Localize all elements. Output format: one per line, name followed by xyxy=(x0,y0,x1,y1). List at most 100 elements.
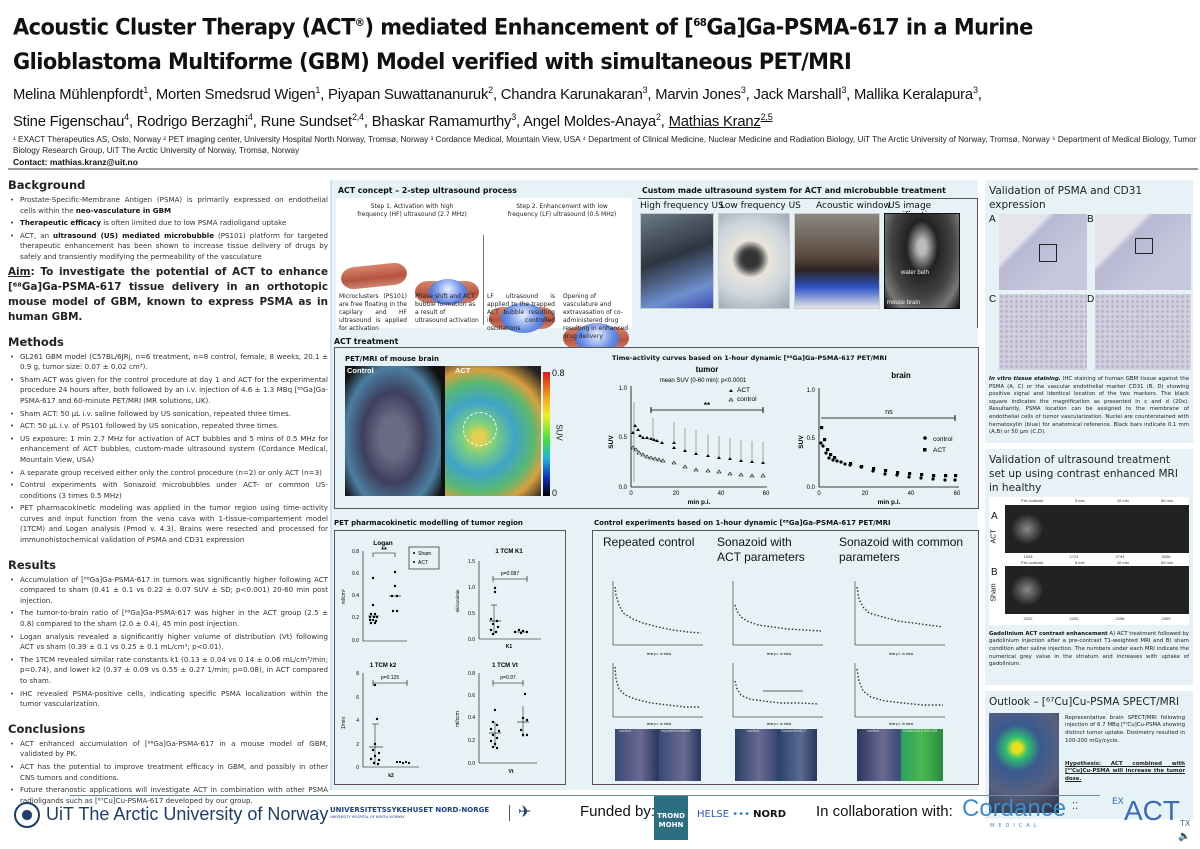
right-column: Validation of PSMA and CD31 expression A… xyxy=(985,180,1193,825)
legend-control: control xyxy=(737,396,757,403)
act-concept-title: ACT concept – 2-step ultrasound process xyxy=(338,186,517,195)
col-repeated-control: Repeated control xyxy=(603,535,695,549)
svg-text:0.0: 0.0 xyxy=(352,638,359,644)
pet-image-repeated-control: control repeated control xyxy=(615,728,701,781)
logo-separator xyxy=(509,805,510,821)
mri-timepoints-a: Pre-contrast 5 min 10 min 60 min xyxy=(1005,498,1189,503)
timepoint: Pre-contrast xyxy=(1021,559,1043,565)
mri-row-sham xyxy=(1005,565,1189,614)
k2-chart: 1 TCM k2 8 6 4 2 0 1/min k2 p=0.125 xyxy=(341,663,419,779)
conclusions-item: ACT enhanced accumulation of [⁶⁸Ga]Ga-PS… xyxy=(8,739,328,760)
y-label: ml/ccm xyxy=(455,711,461,727)
label-act: ACT xyxy=(455,366,471,375)
mri-grid: Pre-contrast 5 min 10 min 60 min A ACT 1928… xyxy=(989,496,1189,625)
unn-sub: UNIVERSITY HOSPITAL OF NORTH NORWAY xyxy=(330,815,405,819)
results-item: Logan analysis revealed a significantly … xyxy=(8,632,328,653)
svg-text:0.2: 0.2 xyxy=(468,738,475,744)
svg-text:20: 20 xyxy=(862,491,869,497)
background-item: Prostate-Specific-Membrane Antigen (PSMA… xyxy=(8,195,328,216)
logo-text: HELSE xyxy=(697,809,730,820)
pet-control-image xyxy=(345,366,441,496)
svg-text:1.5: 1.5 xyxy=(468,559,475,565)
us-label-brain: mouse brain xyxy=(887,300,921,306)
pk-box: Logan 0.8 0.6 0.4 0.2 0.0 ml/cm³ ** Sham ACT… xyxy=(334,530,566,785)
contact-email[interactable]: Contact: mathias.kranz@uit.no xyxy=(13,157,138,168)
grey-value: 2230 xyxy=(1069,615,1079,621)
significance: ** xyxy=(381,547,387,554)
author-sup: 1 xyxy=(143,84,149,95)
author-sup: 2,4 xyxy=(351,112,364,123)
ihc-panel: Validation of PSMA and CD31 expression A… xyxy=(985,180,1193,443)
results-item: IHC revealed PSMA-positive cells, indica… xyxy=(8,689,328,710)
ihc-caption: In vitro tissue staining. IHC staining o… xyxy=(989,376,1189,437)
panel-letter: B xyxy=(1087,214,1094,225)
author-sup: 2 xyxy=(488,84,493,95)
svg-text:0: 0 xyxy=(629,491,633,497)
background-item: ACT, an ultrasound (US) mediated microbu… xyxy=(8,231,328,263)
chart-title: 1 TCM K1 xyxy=(495,549,523,555)
timepoint: 10 min xyxy=(1116,497,1129,503)
poster-header: Acoustic Cluster Therapy (ACT®) mediated… xyxy=(8,6,1198,169)
svg-text:4: 4 xyxy=(356,718,359,724)
legend-control: control xyxy=(933,436,953,443)
y-label: SUV xyxy=(798,435,805,449)
photo-label: High frequency US xyxy=(640,201,724,211)
p-value: p=0.97 xyxy=(500,675,516,681)
timepoint: 5 min xyxy=(1074,497,1085,503)
caption-text: IHC staining of human GBM tissue against… xyxy=(989,376,1190,436)
text-bold: Therapeutic efficacy xyxy=(20,218,101,228)
affiliations: ¹ EXACT Therapeutics AS, Oslo, Norway ² … xyxy=(13,135,1197,156)
text: is often limited due to low PSMA radioli… xyxy=(100,218,287,228)
p-value: p=0.087 xyxy=(501,571,519,577)
aim-label: Aim xyxy=(8,265,31,278)
conclusions-item: ACT has the potential to improve treatme… xyxy=(8,762,328,783)
author: Mallika Keralapura xyxy=(854,86,973,103)
methods-item: GL261 GBM model (C57BL/6JRj, n=6 treatme… xyxy=(8,352,328,373)
ihc-images: A B C D xyxy=(989,214,1191,372)
author: Angel Moldes-Anaya xyxy=(523,114,656,131)
significance: ** xyxy=(704,401,711,410)
timepoint: 10 min xyxy=(1116,559,1129,565)
mri-panel: Validation of ultrasound treatment set u… xyxy=(985,448,1193,685)
us-system-title: Custom made ultrasound system for ACT an… xyxy=(642,186,946,195)
control-brain-charts: time p.i. in mins time p.i. in mins time… xyxy=(612,663,945,726)
title-reg: ® xyxy=(354,16,365,29)
x-label: min p.i. xyxy=(688,499,711,506)
vt-chart: 1 TCM Vt 0.8 0.6 0.4 0.2 0.0 ml/ccm Vt p=0.9… xyxy=(455,663,537,775)
title-line2: Glioblastoma Multiforme (GBM) Model veri… xyxy=(13,48,852,75)
significance: ns xyxy=(885,409,893,416)
row-letter: A xyxy=(991,510,998,522)
panel-letter: C xyxy=(989,294,997,305)
exact-tx: TX xyxy=(1180,819,1191,828)
author: Piyapan Suwattananuruk xyxy=(328,86,489,103)
svg-text:0.0: 0.0 xyxy=(468,761,475,767)
author: Jack Marshall xyxy=(753,86,842,103)
outlook-title: Outlook – [⁶⁷Cu]Cu-PSMA SPECT/MRI xyxy=(989,695,1180,708)
poster-title: Acoustic Cluster Therapy (ACT®) mediated… xyxy=(13,6,1115,79)
conclusions-heading: Conclusions xyxy=(8,721,86,736)
results-item: The 1TCM revealed similar rate constants… xyxy=(8,655,328,687)
magnification-box xyxy=(1135,238,1153,254)
methods-list: GL261 GBM model (C57BL/6JRj, n=6 treatme… xyxy=(8,352,328,546)
methods-item: Sham ACT was given for the control proce… xyxy=(8,375,328,407)
text-bold: neo-vasculature in GBM xyxy=(75,205,172,215)
authors-line1: Melina Mühlenpfordt1, Morten Smedsrud Wi… xyxy=(13,84,982,103)
svg-text:0.5: 0.5 xyxy=(468,611,475,617)
control-box: Repeated control Sonazoid with ACT param… xyxy=(592,530,979,785)
x-label: time p.i. in mins xyxy=(767,652,792,656)
unn-name: UNIVERSITETSSYKEHUSET NORD-NORGE xyxy=(330,806,490,814)
img-label: control xyxy=(747,728,760,733)
svg-text:60: 60 xyxy=(954,491,961,497)
exact-act: ACT xyxy=(1124,795,1180,826)
timepoint: 5 min xyxy=(1074,559,1085,565)
bird-logo-icon: ✈ xyxy=(518,802,532,821)
p-value: p=0.125 xyxy=(381,675,399,681)
results-item: Accumulation of [⁶⁸Ga]Ga-PSMA-617 in tum… xyxy=(8,575,328,607)
author-sup: 4 xyxy=(247,112,253,123)
author-sup: 2,5 xyxy=(760,112,773,123)
error-bars xyxy=(633,402,764,482)
speaker-icon[interactable]: 🔈 xyxy=(1178,831,1191,842)
vessel-illustration-3 xyxy=(489,303,555,333)
label-control: Control xyxy=(347,366,374,375)
left-column: Background Prostate-Specific-Membrane An… xyxy=(8,176,328,808)
